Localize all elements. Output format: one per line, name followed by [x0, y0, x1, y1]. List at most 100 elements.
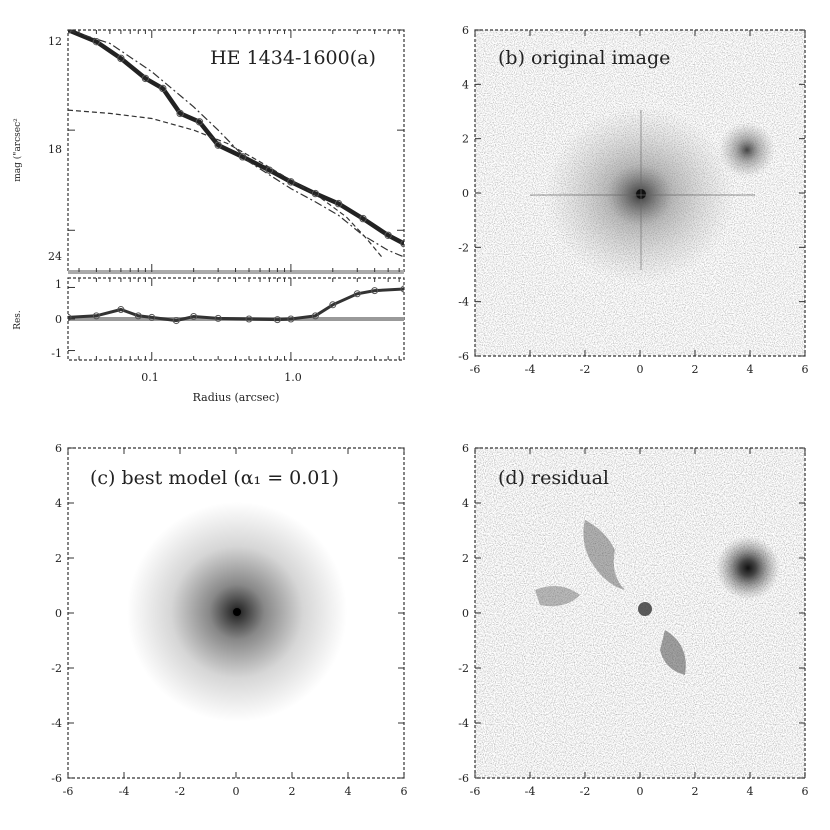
model-image-ytick-label: 4 — [55, 497, 62, 510]
model-image-ytick-label: 6 — [55, 442, 62, 455]
residual-structure — [535, 586, 580, 607]
profile-data-point — [159, 84, 167, 93]
original-image-xtick-label: -2 — [580, 363, 591, 376]
profile-plot: HE 1434-1600(a) 12 18 24 mag ("arcsec² — [12, 29, 405, 274]
residual-data-point — [371, 287, 379, 295]
original-image-xtick-label: 4 — [747, 363, 754, 376]
residual-data-point — [117, 306, 125, 314]
profile-data-point — [311, 189, 320, 198]
residual-data-point — [273, 316, 281, 324]
residual-image-ticks: -6-6 -4 -4 -2 -2 0 0 2 2 4 4 6 6 — [458, 442, 808, 798]
residual-image-ytick-label: 4 — [462, 497, 469, 510]
residual-structure — [583, 520, 625, 590]
original-image-ticks: -6-6 -4 -4 -2 -2 0 0 2 2 4 4 6 6 — [458, 24, 808, 376]
residual-image-xtick-label: -4 — [525, 785, 536, 798]
residual-data-point — [172, 317, 180, 325]
residual-data-point — [190, 312, 198, 320]
profile-title: HE 1434-1600(a) — [210, 47, 376, 69]
model-image-ytick-label: -6 — [51, 772, 62, 785]
profile-data-point — [287, 178, 295, 186]
profile-data-point — [384, 231, 392, 239]
model-image-xtick-label: -6 — [63, 785, 74, 798]
residual-image-xtick-label: -2 — [580, 785, 591, 798]
residual-image-ytick-label: 2 — [462, 552, 469, 565]
model-image-ticks: -6-6 -4 -4 -2 -2 0 0 2 2 4 4 6 6 — [51, 442, 407, 798]
panel-a: HE 1434-1600(a) 12 18 24 mag ("arcsec² 1… — [12, 29, 405, 404]
profile-series-line — [68, 109, 383, 258]
profile-data-point — [176, 109, 184, 118]
panel-d: (d) residual -6-6 -4 -4 -2 -2 0 0 2 2 4 4 6 6 — [458, 442, 808, 798]
original-image-ytick-label: 4 — [462, 78, 469, 91]
original-image-ytick-label: 6 — [462, 24, 469, 37]
model-image-xtick-label: 0 — [233, 785, 240, 798]
original-image-ytick-label: -4 — [458, 296, 469, 309]
model-image-xtick-label: -4 — [119, 785, 130, 798]
residual-structure — [660, 630, 686, 675]
model-image-ytick-label: 2 — [55, 552, 62, 565]
original-image-xtick-label: 6 — [802, 363, 809, 376]
residual-series-line — [68, 287, 404, 323]
profile-data-point — [359, 214, 367, 223]
residual-data-point — [134, 312, 142, 320]
profile-xlabel: Radius (arcsec) — [193, 391, 280, 404]
profile-data-point — [400, 239, 404, 248]
profile-data-point — [68, 30, 72, 34]
model-nucleus — [233, 608, 241, 616]
original-image-xtick-label: 2 — [692, 363, 699, 376]
residual-ytick-label: 0 — [55, 313, 62, 326]
residual-data-point — [400, 285, 404, 293]
original-image-ytick-label: -6 — [458, 350, 469, 363]
residual-image-title: (d) residual — [498, 467, 609, 489]
model-image-xtick-label: 4 — [345, 785, 352, 798]
residual-curves — [68, 278, 404, 360]
original-image-xtick-label: -6 — [470, 363, 481, 376]
residual-nucleus — [638, 602, 652, 616]
profile-data-point — [334, 199, 343, 208]
residual-image-ytick-label: -2 — [458, 662, 469, 675]
residual-image-ytick-label: -4 — [458, 717, 469, 730]
profile-data-point — [92, 37, 101, 46]
profile-data-point — [117, 54, 125, 63]
model-image-ytick-label: -4 — [51, 717, 62, 730]
residual-image-ytick-label: 6 — [462, 442, 469, 455]
residual-data-point — [353, 290, 361, 298]
original-image-xtick-label: 0 — [637, 363, 644, 376]
residual-companion-galaxy — [716, 536, 780, 600]
profile-data-point — [141, 74, 150, 83]
residual-data-point — [245, 315, 253, 323]
profile-ylabel: mag ("arcsec² — [12, 118, 23, 182]
profile-ytick-label: 12 — [48, 35, 62, 48]
profile-series-line — [68, 30, 404, 246]
model-image-ytick-label: 0 — [55, 607, 62, 620]
profile-series-line — [68, 30, 404, 258]
residual-plot: 1 0 -1 Res. 0.1 1.0 Radius (arcsec) — [13, 277, 405, 404]
residual-data-point — [329, 301, 337, 309]
residual-image-xtick-label: -6 — [470, 785, 481, 798]
companion-galaxy — [719, 122, 775, 178]
original-image-xtick-label: -4 — [525, 363, 536, 376]
residual-data-point — [68, 313, 72, 321]
panel-b: (b) original image -6-6 -4 -4 -2 -2 0 0 2 2 4 4 6 6 — [458, 24, 808, 376]
residual-image-ytick-label: -6 — [458, 772, 469, 785]
profile-xtick-label: 1.0 — [284, 371, 302, 384]
residual-image-xtick-label: 0 — [637, 785, 644, 798]
residual-image-xtick-label: 4 — [747, 785, 754, 798]
profile-data-point — [265, 166, 274, 174]
original-image-ytick-label: 2 — [462, 133, 469, 146]
model-image-title: (c) best model (α₁ = 0.01) — [90, 467, 339, 489]
original-image-ytick-label: -2 — [458, 241, 469, 254]
model-image-xtick-label: 6 — [401, 785, 408, 798]
original-image-title: (b) original image — [498, 47, 670, 69]
model-image-xtick-label: 2 — [289, 785, 296, 798]
residual-data-point — [287, 315, 295, 323]
profile-ytick-label: 18 — [48, 143, 62, 156]
profile-curves — [68, 30, 404, 258]
residual-image-xtick-label: 6 — [802, 785, 809, 798]
panel-c: (c) best model (α₁ = 0.01) -6-6 -4 -4 -2 -2 0… — [51, 442, 407, 798]
profile-ytick-label: 24 — [48, 250, 62, 263]
residual-data-point — [92, 312, 100, 320]
residual-ytick-label: -1 — [51, 347, 62, 360]
model-image-ytick-label: -2 — [51, 662, 62, 675]
residual-ylabel: Res. — [13, 310, 23, 330]
